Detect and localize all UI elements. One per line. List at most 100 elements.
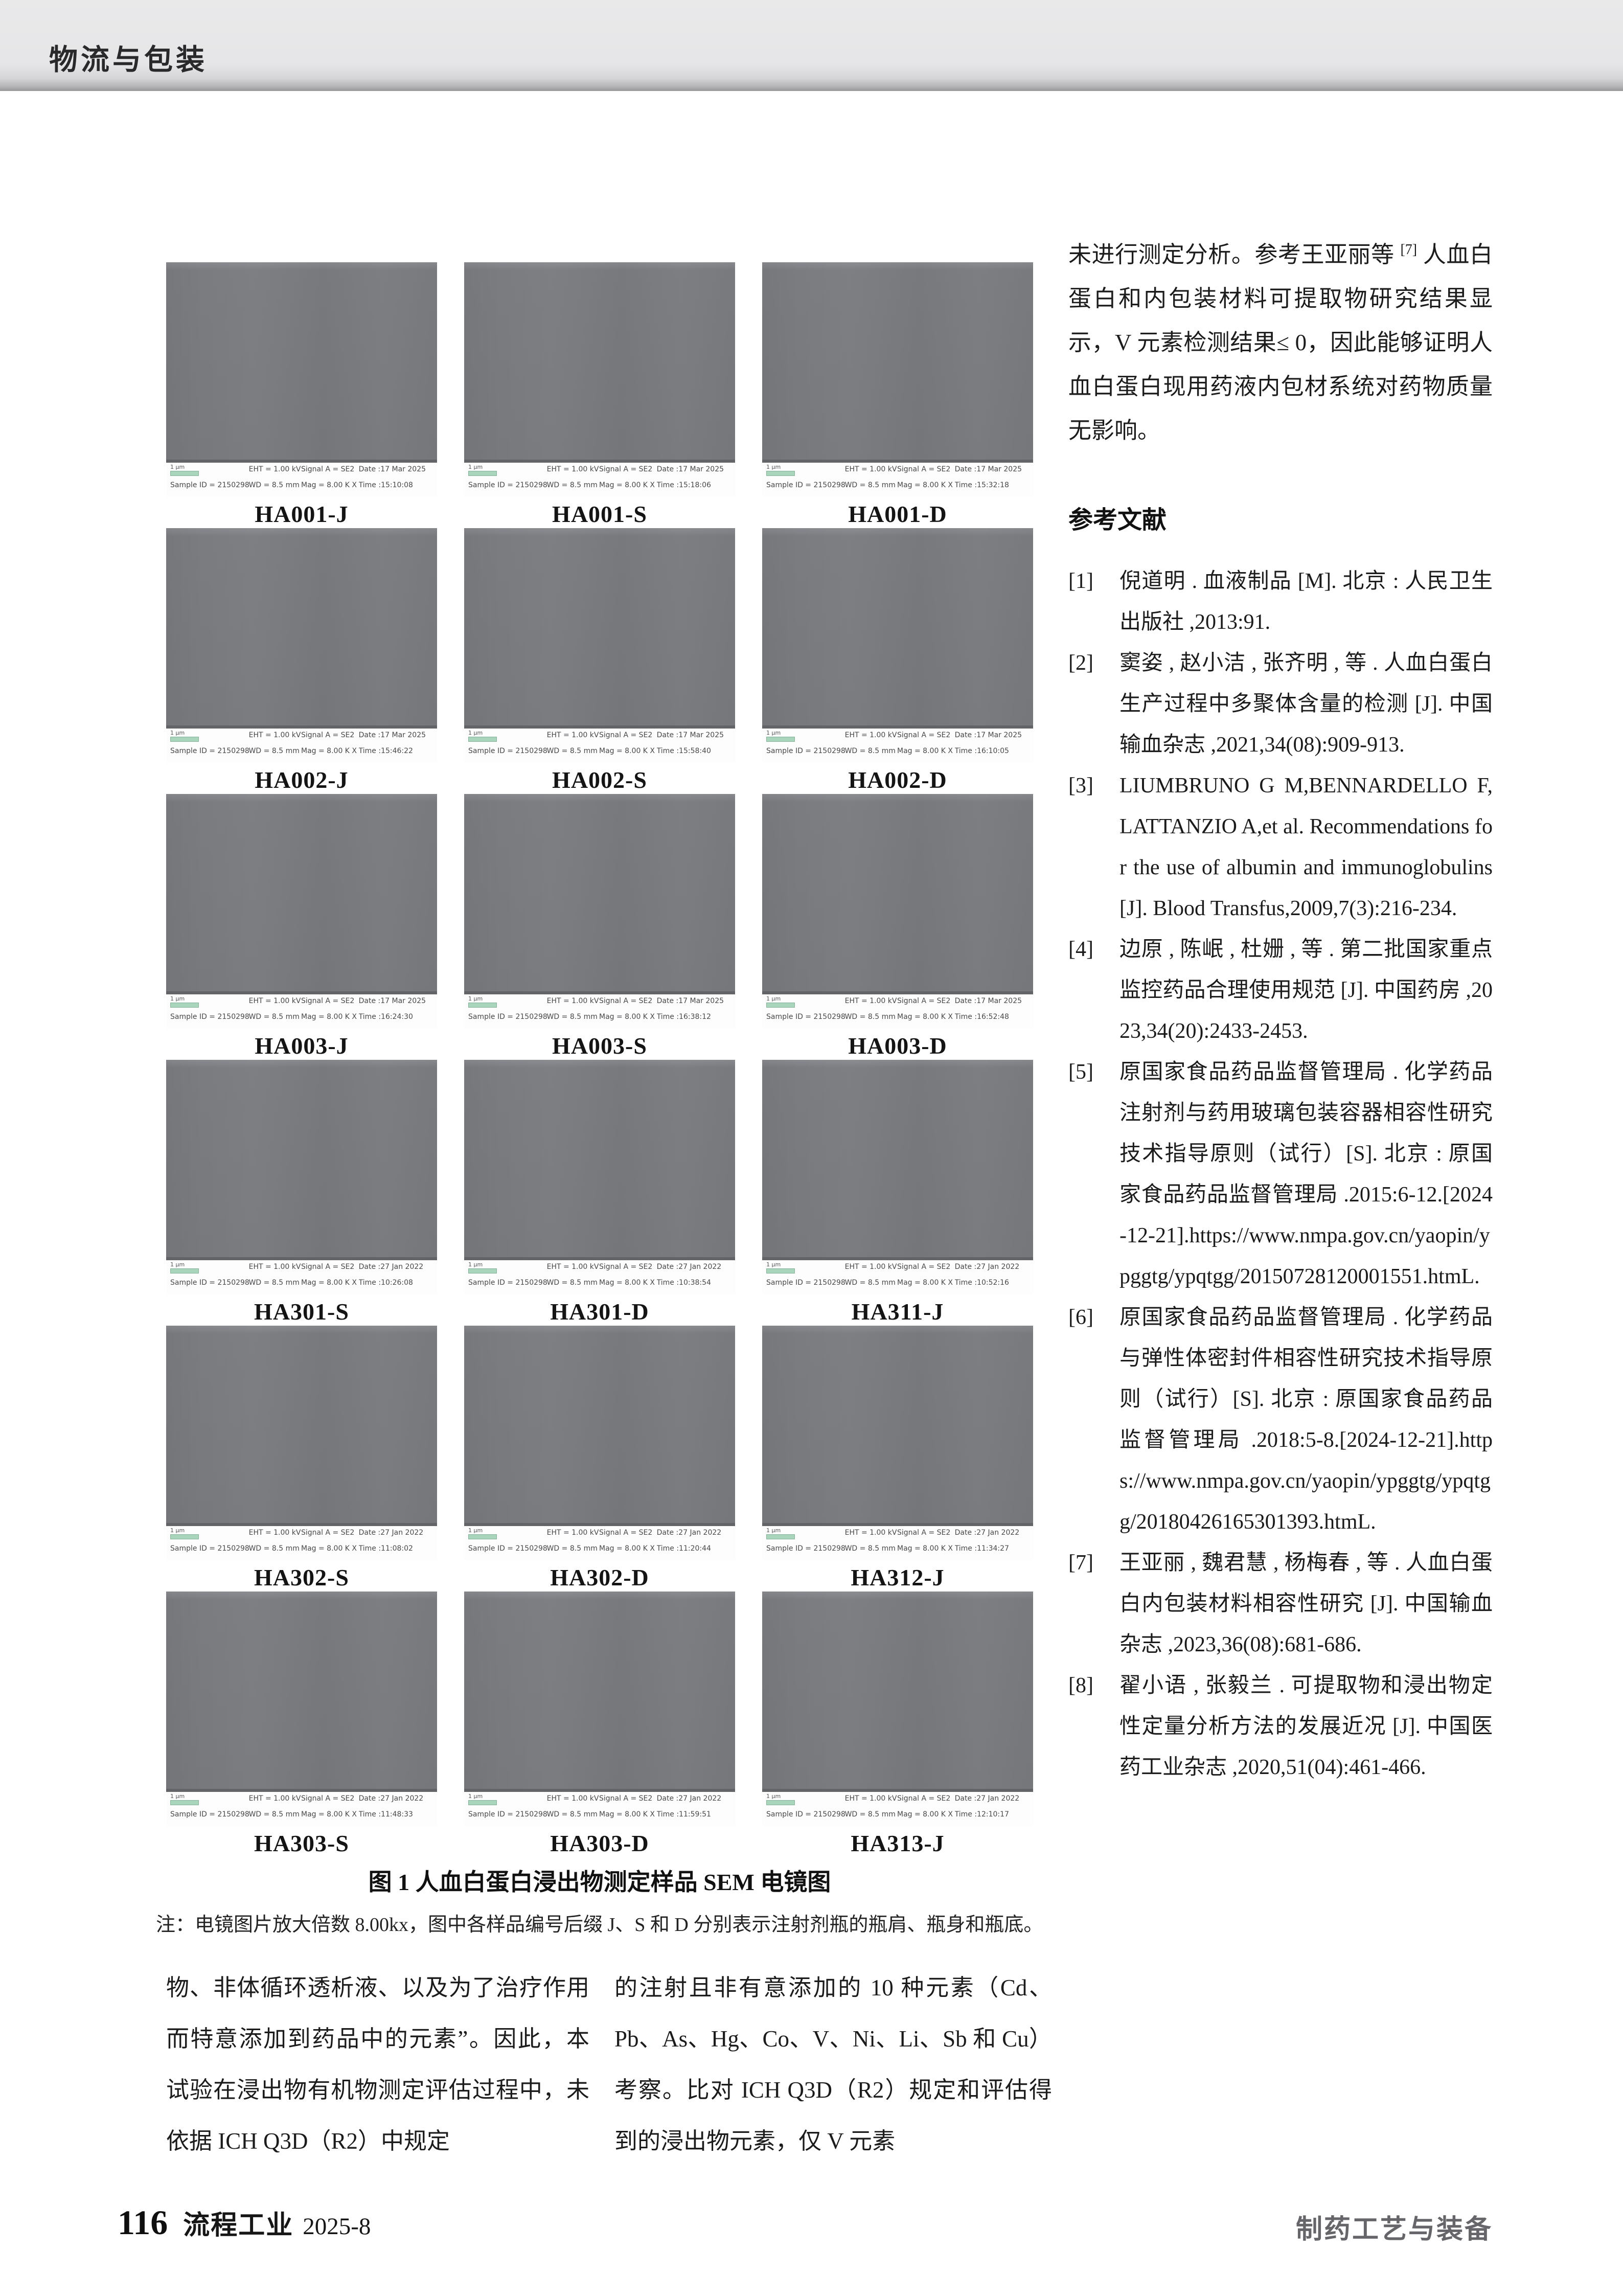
meta-mag: Mag = 8.00 K X — [897, 1810, 953, 1818]
meta-wd: WD = 8.5 mm — [844, 1810, 896, 1818]
scale-bar-icon — [170, 1003, 199, 1008]
sem-micrograph-image — [762, 1060, 1033, 1260]
intro-text-before: 未进行测定分析。参考王亚丽等 — [1068, 242, 1401, 267]
meta-signal: Signal A = SE2 — [599, 1263, 653, 1271]
scale-bar-icon — [170, 471, 199, 476]
scale-bar-icon — [170, 1800, 199, 1805]
meta-mag: Mag = 8.00 K X — [599, 1012, 655, 1021]
scale-indicator: 1 μm — [766, 464, 845, 480]
sem-cell: 1 μm EHT = 1.00 kV Signal A = SE2 Date :… — [166, 262, 437, 528]
scale-label: 1 μm — [468, 995, 483, 1002]
sem-sample-label: HA311-J — [851, 1299, 944, 1325]
scale-indicator: 1 μm — [468, 730, 547, 746]
meta-wd: WD = 8.5 mm — [844, 1012, 896, 1021]
sem-micrograph-image — [166, 262, 437, 463]
meta-sample-id: Sample ID = 2150298B-8 — [170, 1278, 249, 1287]
scale-bar-icon — [170, 737, 199, 742]
scale-label: 1 μm — [468, 1261, 483, 1268]
meta-sample-id: Sample ID = 2150298B-8 — [468, 481, 547, 489]
meta-mag: Mag = 8.00 K X — [301, 1012, 357, 1021]
meta-mag: Mag = 8.00 K X — [599, 1810, 655, 1818]
scale-label: 1 μm — [170, 1527, 185, 1534]
sem-cell: 1 μm EHT = 1.00 kV Signal A = SE2 Date :… — [464, 528, 735, 794]
scale-bar-icon — [468, 471, 497, 476]
sem-metadata-bar: 1 μm EHT = 1.00 kV Signal A = SE2 Date :… — [464, 1260, 735, 1294]
meta-mag: Mag = 8.00 K X — [897, 481, 953, 489]
meta-eht: EHT = 1.00 kV — [844, 997, 897, 1005]
scale-label: 1 μm — [766, 464, 781, 470]
meta-wd: WD = 8.5 mm — [248, 746, 300, 755]
sem-sample-label: HA303-D — [550, 1830, 649, 1856]
reference-number: [8] — [1068, 1674, 1093, 1697]
meta-eht: EHT = 1.00 kV — [844, 1794, 897, 1803]
sem-sample-label: HA301-D — [550, 1299, 649, 1325]
meta-date: Date :27 Jan 2022 — [358, 1794, 424, 1803]
scale-indicator: 1 μm — [170, 464, 249, 480]
sem-micrograph-image — [762, 262, 1033, 463]
meta-time: Time :11:48:33 — [358, 1810, 413, 1818]
reference-number: [2] — [1068, 651, 1093, 675]
meta-mag: Mag = 8.00 K X — [897, 1012, 953, 1021]
scale-indicator: 1 μm — [468, 996, 547, 1012]
scale-label: 1 μm — [766, 730, 781, 736]
sem-metadata-bar: 1 μm EHT = 1.00 kV Signal A = SE2 Date :… — [464, 729, 735, 762]
meta-time: Time :10:38:54 — [656, 1278, 711, 1287]
sem-cell: 1 μm EHT = 1.00 kV Signal A = SE2 Date :… — [166, 794, 437, 1060]
meta-time: Time :11:20:44 — [656, 1544, 711, 1553]
meta-time: Time :12:10:17 — [954, 1810, 1009, 1818]
meta-signal: Signal A = SE2 — [301, 731, 355, 739]
reference-text: 王亚丽 , 魏君慧 , 杨梅春 , 等 . 人血白蛋白内包装材料相容性研究 [J… — [1119, 1551, 1493, 1656]
reference-number: [3] — [1068, 774, 1093, 798]
meta-date: Date :27 Jan 2022 — [656, 1794, 722, 1803]
scale-label: 1 μm — [468, 730, 483, 736]
meta-sample-id: Sample ID = 2150298B-8 — [468, 746, 547, 755]
sem-metadata-bar: 1 μm EHT = 1.00 kV Signal A = SE2 Date :… — [166, 1526, 437, 1560]
meta-signal: Signal A = SE2 — [599, 997, 653, 1005]
meta-wd: WD = 8.5 mm — [248, 1278, 300, 1287]
meta-time: Time :16:10:05 — [954, 746, 1009, 755]
meta-date: Date :17 Mar 2025 — [954, 997, 1022, 1005]
sem-cell: 1 μm EHT = 1.00 kV Signal A = SE2 Date :… — [464, 794, 735, 1060]
meta-mag: Mag = 8.00 K X — [301, 746, 357, 755]
meta-signal: Signal A = SE2 — [301, 1263, 355, 1271]
reference-number: [5] — [1068, 1060, 1093, 1084]
sem-cell: 1 μm EHT = 1.00 kV Signal A = SE2 Date :… — [464, 1592, 735, 1857]
sem-micrograph-image — [464, 528, 735, 729]
meta-wd: WD = 8.5 mm — [546, 1278, 598, 1287]
meta-time: Time :15:18:06 — [656, 481, 711, 489]
sem-metadata-bar: 1 μm EHT = 1.00 kV Signal A = SE2 Date :… — [762, 463, 1033, 496]
scale-label: 1 μm — [766, 995, 781, 1002]
meta-signal: Signal A = SE2 — [897, 1263, 951, 1271]
meta-eht: EHT = 1.00 kV — [546, 731, 599, 739]
meta-sample-id: Sample ID = 2150298B-8 — [766, 1012, 845, 1021]
references-list: [1] 倪道明 . 血液制品 [M]. 北京 : 人民卫生出版社 ,2013:9… — [1068, 561, 1493, 1788]
reference-item: [2] 窦姿 , 赵小洁 , 张齐明 , 等 . 人血白蛋白生产过程中多聚体含量… — [1068, 643, 1493, 765]
reference-item: [7] 王亚丽 , 魏君慧 , 杨梅春 , 等 . 人血白蛋白内包装材料相容性研… — [1068, 1542, 1493, 1665]
sem-cell: 1 μm EHT = 1.00 kV Signal A = SE2 Date :… — [762, 1592, 1033, 1857]
reference-text: 倪道明 . 血液制品 [M]. 北京 : 人民卫生出版社 ,2013:91. — [1119, 570, 1493, 634]
reference-text: 窦姿 , 赵小洁 , 张齐明 , 等 . 人血白蛋白生产过程中多聚体含量的检测 … — [1119, 651, 1493, 757]
meta-time: Time :11:08:02 — [358, 1544, 413, 1553]
meta-wd: WD = 8.5 mm — [546, 1012, 598, 1021]
meta-signal: Signal A = SE2 — [897, 731, 951, 739]
right-column: 未进行测定分析。参考王亚丽等 [7] 人血白蛋白和内包装材料可提取物研究结果显示… — [1068, 233, 1493, 1788]
sem-metadata-bar: 1 μm EHT = 1.00 kV Signal A = SE2 Date :… — [464, 1526, 735, 1560]
scale-bar-icon — [766, 1534, 795, 1539]
meta-time: Time :11:34:27 — [954, 1544, 1009, 1553]
meta-signal: Signal A = SE2 — [301, 1529, 355, 1537]
meta-sample-id: Sample ID = 2150298B-8 — [170, 746, 249, 755]
meta-eht: EHT = 1.00 kV — [844, 1263, 897, 1271]
scale-indicator: 1 μm — [468, 1528, 547, 1543]
meta-time: Time :15:46:22 — [358, 746, 413, 755]
meta-wd: WD = 8.5 mm — [844, 746, 896, 755]
scale-indicator: 1 μm — [170, 996, 249, 1012]
page-number: 116 — [118, 2203, 168, 2242]
meta-mag: Mag = 8.00 K X — [301, 1810, 357, 1818]
sem-sample-label: HA003-S — [552, 1033, 647, 1059]
meta-mag: Mag = 8.00 K X — [301, 481, 357, 489]
meta-mag: Mag = 8.00 K X — [599, 1278, 655, 1287]
sem-cell: 1 μm EHT = 1.00 kV Signal A = SE2 Date :… — [762, 1326, 1033, 1592]
scale-indicator: 1 μm — [766, 730, 845, 746]
sem-sample-label: HA002-J — [255, 767, 349, 793]
scale-bar-icon — [468, 1003, 497, 1008]
